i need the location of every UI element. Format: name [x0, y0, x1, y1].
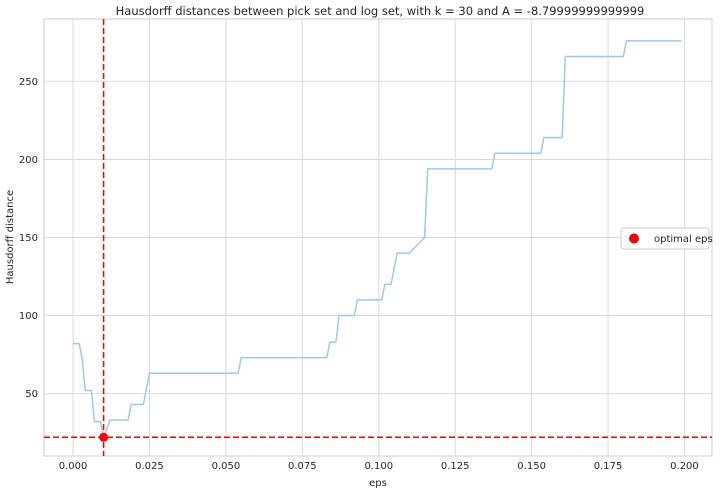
x-tick-label: 0.175	[594, 461, 623, 472]
x-tick-label: 0.000	[59, 461, 88, 472]
hausdorff-series-line	[73, 40, 682, 439]
legend-box	[620, 227, 710, 250]
reference-lines	[44, 19, 712, 456]
series-layer	[73, 40, 682, 439]
x-tick-label: 0.075	[288, 461, 317, 472]
y-axis-title: Hausdorff distance	[5, 190, 16, 284]
y-tick-label: 100	[19, 311, 38, 322]
x-tick-label: 0.050	[212, 461, 241, 472]
y-tick-label: 250	[19, 77, 38, 88]
optimal-eps-marker	[99, 432, 109, 442]
x-tick-label: 0.025	[135, 461, 164, 472]
x-axis-title: eps	[369, 478, 387, 489]
y-tick-label: 50	[25, 389, 38, 400]
legend: optimal eps	[620, 227, 713, 250]
x-tick-label: 0.150	[517, 461, 546, 472]
x-tick-label: 0.200	[670, 461, 699, 472]
x-tick-label: 0.125	[441, 461, 470, 472]
chart-title: Hausdorff distances between pick set and…	[116, 4, 645, 18]
legend-marker-optimal-eps	[629, 233, 639, 244]
y-tick-label: 200	[19, 155, 38, 166]
x-tick-label: 0.100	[364, 461, 393, 472]
tick-labels: 0.000 0.025 0.050 0.075 0.100 0.125 0.150 0.175…	[19, 77, 699, 472]
y-tick-label: 150	[19, 233, 38, 244]
grid-layer	[44, 19, 712, 456]
legend-label-optimal-eps: optimal eps	[654, 234, 713, 245]
